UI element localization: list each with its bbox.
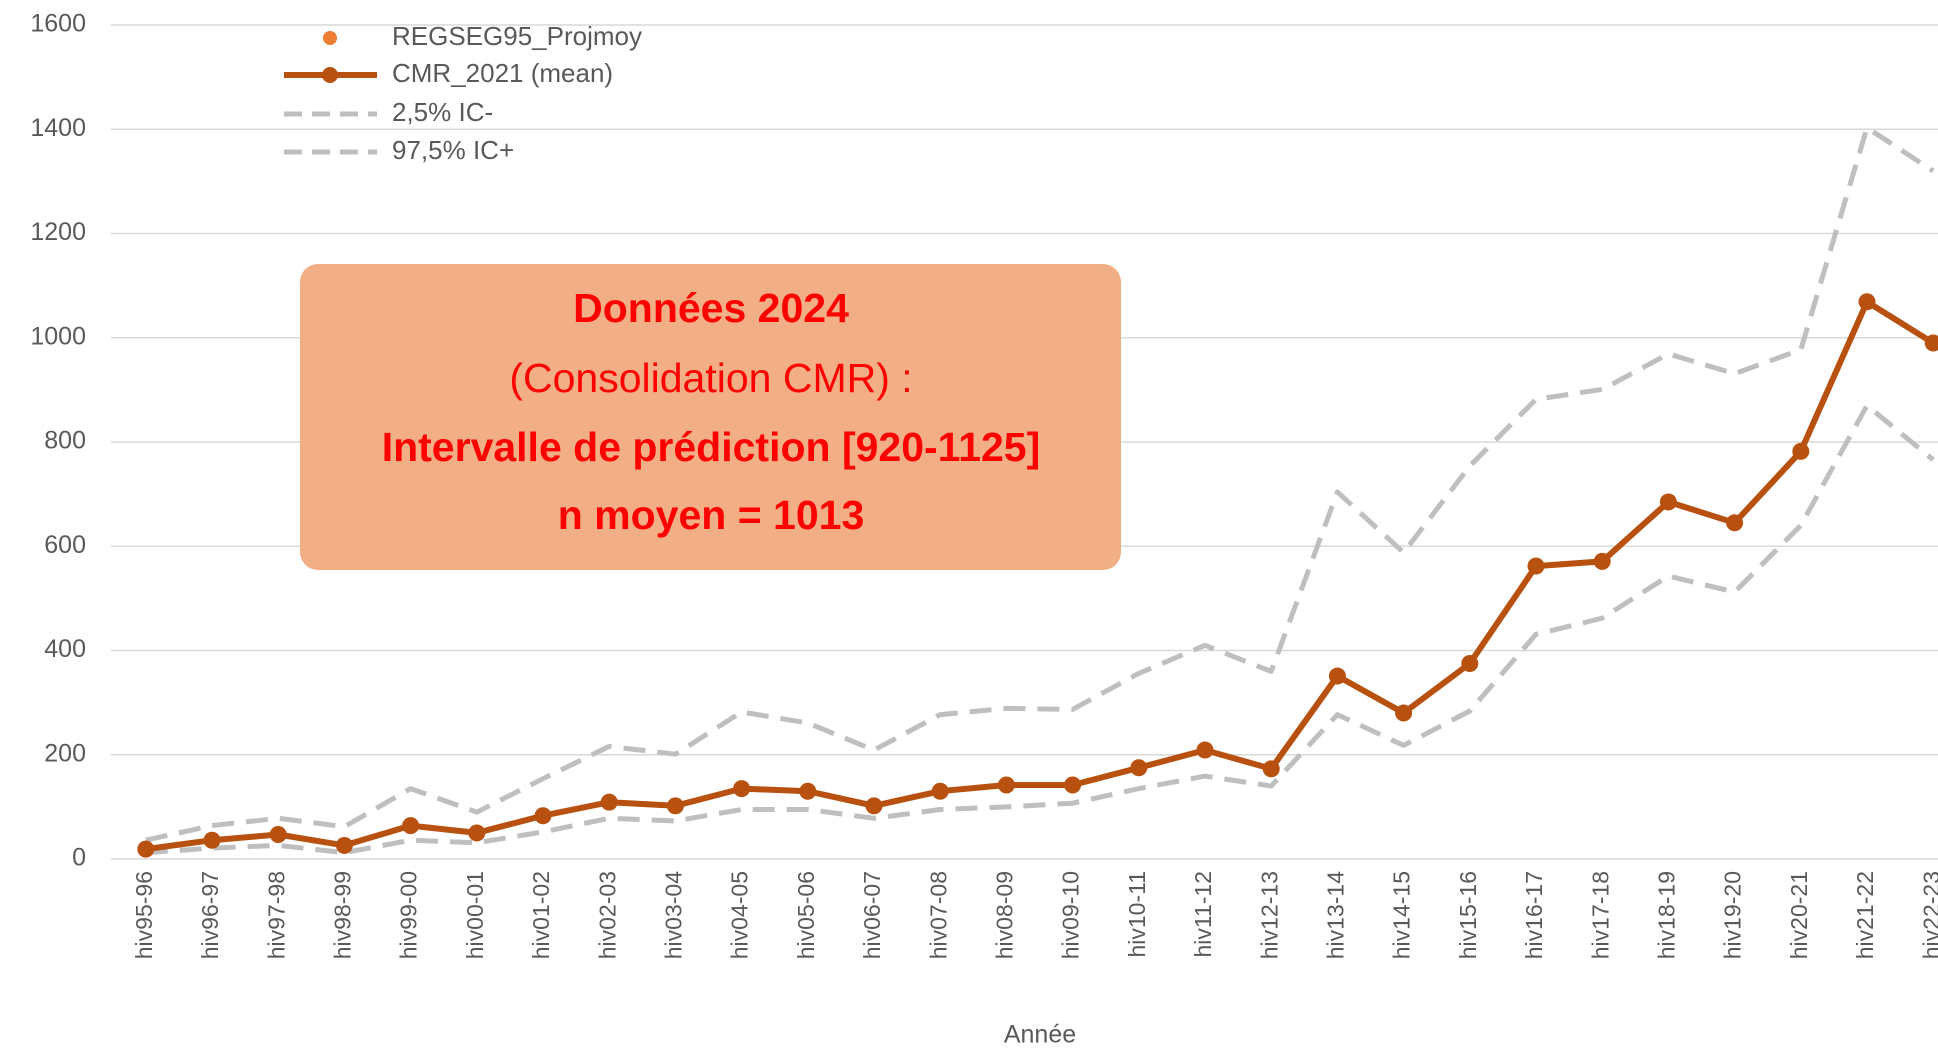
- annotation: Données 2024 (Consolidation CMR) : Inter…: [300, 264, 1121, 570]
- x-tick-label: hiv95-96: [131, 871, 157, 959]
- x-tick-label: hiv08-09: [991, 871, 1017, 959]
- x-tick-label: hiv13-14: [1322, 871, 1348, 959]
- point: [600, 793, 618, 811]
- point: [269, 826, 287, 844]
- x-tick-label: hiv17-18: [1587, 871, 1613, 959]
- x-tick-label: hiv03-04: [660, 871, 686, 959]
- point: [1395, 704, 1413, 722]
- x-tick-label: hiv22-23: [1918, 871, 1938, 959]
- point: [468, 824, 486, 842]
- point: [1792, 442, 1810, 460]
- x-tick-label: hiv97-98: [263, 871, 289, 959]
- point: [1726, 514, 1744, 532]
- annotation-line: n moyen = 1013: [558, 492, 865, 538]
- x-tick-label: hiv98-99: [329, 871, 355, 959]
- point: [865, 797, 883, 815]
- legend-label: 2,5% IC-: [392, 97, 493, 127]
- y-tick-label: 1400: [30, 114, 86, 142]
- point: [1593, 552, 1611, 570]
- dashed-line: [145, 125, 1935, 843]
- point: [1659, 493, 1677, 511]
- y-tick-label: 1000: [30, 322, 86, 350]
- point: [1461, 655, 1479, 673]
- x-tick-label: hiv00-01: [462, 871, 488, 959]
- x-tick-label: hiv12-13: [1256, 871, 1282, 959]
- x-tick-label: hiv16-17: [1521, 871, 1547, 959]
- legend-label: CMR_2021 (mean): [392, 58, 613, 88]
- point: [931, 782, 949, 800]
- point: [799, 782, 817, 800]
- legend-symbol: [322, 67, 338, 83]
- point: [1924, 334, 1938, 352]
- annotation-line: Intervalle de prédiction [920-1125]: [382, 424, 1041, 470]
- y-tick-label: 1200: [30, 218, 86, 246]
- annotation-line: Données 2024: [573, 285, 849, 331]
- x-tick-label: hiv96-97: [197, 871, 223, 959]
- point: [733, 780, 751, 798]
- x-tick-label: hiv10-11: [1124, 871, 1150, 958]
- point: [402, 817, 420, 835]
- annotation-box: [300, 264, 1121, 570]
- point: [1527, 557, 1545, 575]
- point: [1130, 759, 1148, 777]
- point: [1064, 776, 1082, 794]
- point: [1858, 293, 1876, 311]
- y-tick-label: 1600: [30, 10, 86, 38]
- x-tick-label: hiv09-10: [1058, 871, 1084, 959]
- point: [137, 840, 155, 858]
- x-tick-label: hiv18-19: [1653, 871, 1679, 959]
- point: [1328, 667, 1346, 685]
- y-tick-label: 600: [44, 531, 86, 559]
- point: [1262, 760, 1280, 778]
- y-tick-label: 200: [44, 739, 86, 767]
- legend: REGSEG95_Projmoy CMR_2021 (mean) 2,5% IC- 9…: [284, 21, 642, 165]
- y-tick-label: 800: [44, 427, 86, 455]
- plot-area: [137, 125, 1938, 858]
- x-tick-label: hiv19-20: [1720, 871, 1746, 959]
- x-tick-label: hiv01-02: [528, 871, 554, 959]
- x-tick-label: hiv04-05: [727, 871, 753, 959]
- dashed-line: [145, 403, 1935, 856]
- x-tick-label: hiv15-16: [1455, 871, 1481, 959]
- point: [1196, 741, 1214, 759]
- point: [997, 776, 1015, 794]
- y-tick-label: 400: [44, 635, 86, 663]
- x-tick-label: hiv05-06: [793, 871, 819, 959]
- x-axis-label: Année: [1004, 1021, 1076, 1049]
- point: [534, 807, 552, 825]
- y-tick-label: 0: [72, 844, 86, 872]
- annotation-line: (Consolidation CMR) :: [509, 355, 912, 401]
- x-tick-label: hiv20-21: [1786, 871, 1812, 959]
- legend-label: REGSEG95_Projmoy: [392, 21, 642, 51]
- point: [335, 836, 353, 854]
- x-tick-label: hiv06-07: [859, 871, 885, 959]
- x-tick-label: hiv14-15: [1389, 871, 1415, 959]
- x-tick-label: hiv11-12: [1190, 871, 1216, 958]
- point: [203, 831, 221, 849]
- x-tick-label: hiv07-08: [925, 871, 951, 959]
- legend-symbol: [323, 31, 337, 45]
- x-tick-label: hiv02-03: [594, 871, 620, 959]
- point: [666, 797, 684, 815]
- x-tick-label: hiv99-00: [396, 871, 422, 959]
- line: [145, 298, 1935, 853]
- x-tick-label: hiv21-22: [1852, 871, 1878, 959]
- legend-label: 97,5% IC+: [392, 135, 514, 165]
